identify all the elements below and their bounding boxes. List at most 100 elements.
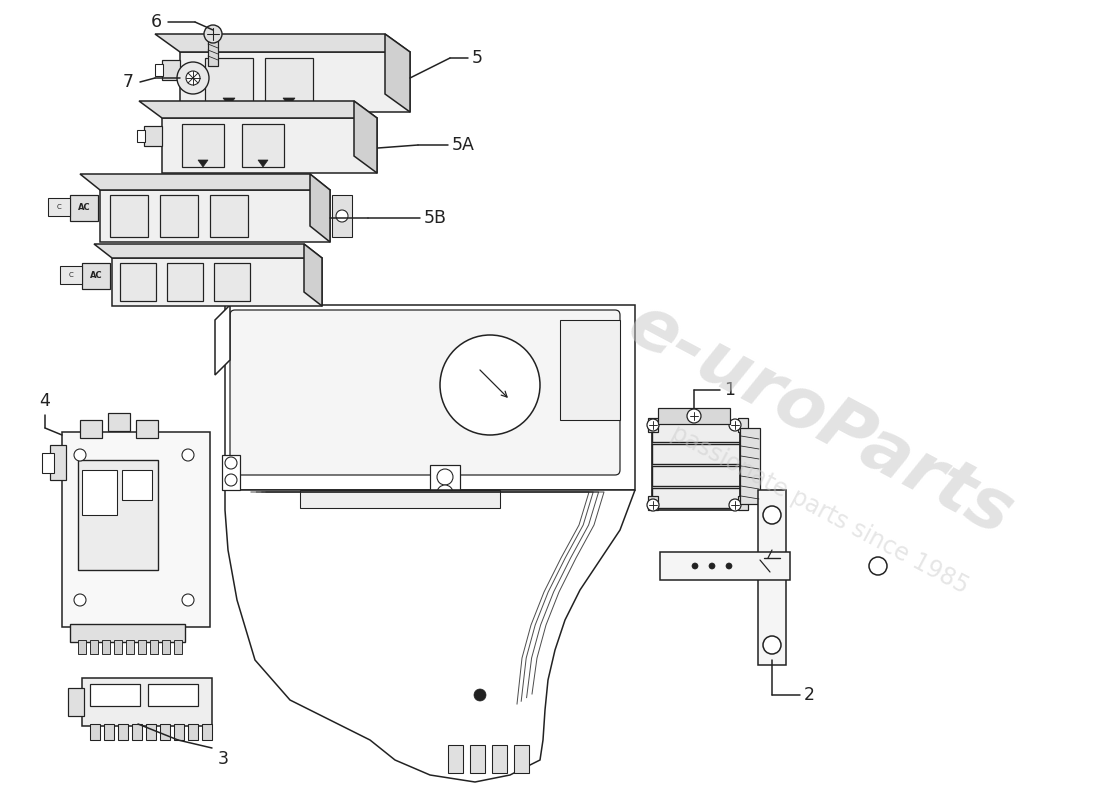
Bar: [210, 195, 248, 237]
Text: C: C: [68, 272, 74, 278]
Circle shape: [177, 62, 209, 94]
Bar: [300, 490, 500, 508]
Bar: [648, 418, 658, 432]
Bar: [174, 724, 184, 740]
Circle shape: [763, 506, 781, 524]
Bar: [138, 640, 146, 654]
Polygon shape: [258, 160, 268, 167]
Circle shape: [336, 210, 348, 222]
Text: 6: 6: [151, 13, 162, 31]
Circle shape: [688, 409, 701, 423]
Polygon shape: [100, 190, 330, 242]
Bar: [138, 130, 145, 142]
Polygon shape: [155, 34, 410, 52]
Bar: [70, 624, 185, 642]
Circle shape: [74, 594, 86, 606]
Bar: [108, 413, 130, 431]
Bar: [167, 263, 204, 301]
Text: C: C: [56, 204, 62, 210]
Bar: [652, 422, 740, 510]
Circle shape: [474, 689, 486, 701]
Bar: [160, 724, 170, 740]
Bar: [205, 58, 253, 106]
FancyBboxPatch shape: [230, 310, 620, 475]
Bar: [738, 418, 748, 432]
Bar: [448, 745, 463, 773]
Text: 7: 7: [123, 73, 134, 91]
Circle shape: [186, 71, 200, 85]
Polygon shape: [162, 118, 377, 173]
Bar: [62, 432, 210, 627]
Circle shape: [710, 563, 715, 569]
Bar: [90, 684, 140, 706]
Polygon shape: [354, 101, 377, 173]
Bar: [126, 640, 134, 654]
Circle shape: [729, 499, 741, 511]
Bar: [332, 195, 352, 237]
Circle shape: [647, 419, 659, 431]
Polygon shape: [385, 34, 410, 112]
Bar: [78, 640, 86, 654]
Text: 4: 4: [40, 392, 51, 410]
Polygon shape: [223, 98, 235, 106]
Bar: [242, 124, 284, 167]
Bar: [740, 428, 760, 504]
Polygon shape: [80, 174, 330, 190]
Bar: [60, 266, 82, 284]
Bar: [78, 460, 158, 570]
Text: AC: AC: [90, 271, 102, 281]
Bar: [132, 724, 142, 740]
Text: 5B: 5B: [424, 209, 447, 227]
Bar: [738, 496, 748, 510]
Polygon shape: [180, 52, 410, 112]
Bar: [102, 640, 110, 654]
Circle shape: [729, 419, 741, 431]
Bar: [42, 453, 54, 473]
Text: 1: 1: [724, 381, 735, 399]
Bar: [430, 465, 460, 490]
Bar: [214, 263, 250, 301]
Bar: [155, 64, 163, 76]
Text: e-uroParts: e-uroParts: [616, 290, 1024, 550]
Bar: [652, 466, 740, 486]
Polygon shape: [283, 98, 295, 106]
Circle shape: [726, 563, 732, 569]
Bar: [162, 640, 170, 654]
Bar: [208, 38, 218, 66]
Bar: [50, 445, 66, 480]
Bar: [188, 724, 198, 740]
Polygon shape: [310, 174, 330, 242]
Bar: [514, 745, 529, 773]
Bar: [82, 470, 117, 515]
Bar: [222, 455, 240, 490]
Bar: [144, 126, 162, 146]
Text: 5: 5: [472, 49, 483, 67]
Bar: [136, 420, 158, 438]
Bar: [470, 745, 485, 773]
Polygon shape: [139, 101, 377, 118]
Circle shape: [647, 499, 659, 511]
Text: AC: AC: [78, 203, 90, 213]
Bar: [118, 724, 128, 740]
Polygon shape: [226, 305, 635, 490]
Text: 3: 3: [218, 750, 229, 768]
Bar: [652, 422, 740, 442]
Bar: [652, 444, 740, 464]
Bar: [182, 124, 224, 167]
Bar: [70, 195, 98, 221]
Polygon shape: [112, 258, 322, 306]
Bar: [648, 496, 658, 510]
Bar: [174, 640, 182, 654]
Circle shape: [437, 485, 453, 501]
Bar: [48, 198, 70, 216]
Circle shape: [869, 557, 887, 575]
Bar: [68, 688, 84, 716]
Bar: [110, 195, 148, 237]
Bar: [162, 60, 180, 80]
Bar: [82, 678, 212, 726]
Bar: [660, 552, 790, 580]
Bar: [146, 724, 156, 740]
Text: 5A: 5A: [452, 136, 475, 154]
Circle shape: [182, 449, 194, 461]
Bar: [80, 420, 102, 438]
